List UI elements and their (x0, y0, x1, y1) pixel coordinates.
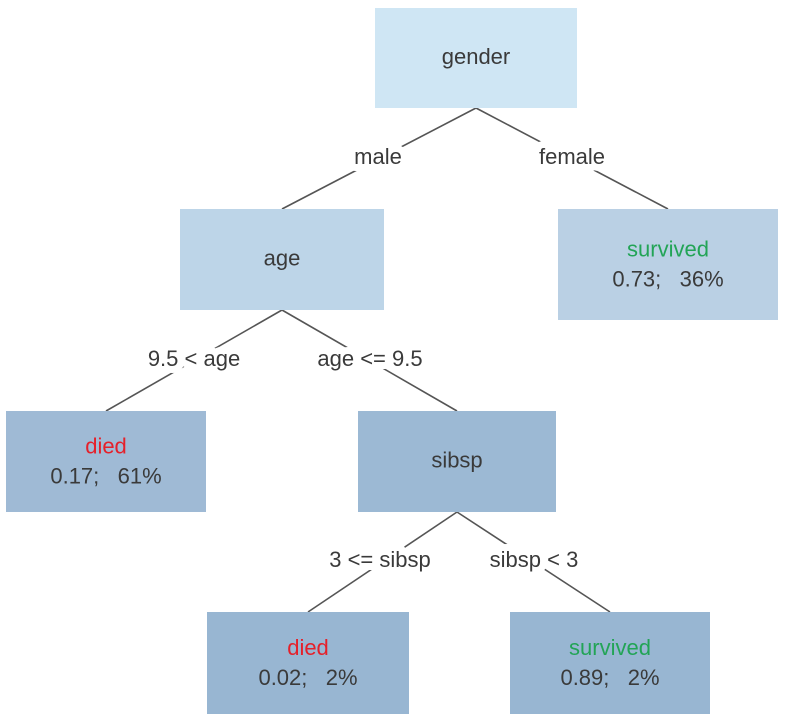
node: sibsp (358, 411, 556, 512)
node-stats: 0.02; 2% (258, 665, 357, 690)
node-stats: 0.89; 2% (560, 665, 659, 690)
node-box (558, 209, 778, 320)
edge (281, 107, 477, 210)
node-label: sibsp (431, 447, 482, 472)
edge-label: age <= 9.5 (317, 346, 422, 371)
node-label: age (264, 245, 301, 270)
node-outcome: died (287, 635, 329, 660)
node-box (6, 411, 206, 512)
node: died 0.02; 2% (207, 612, 409, 714)
node-box (375, 8, 577, 108)
node-box (510, 612, 710, 714)
edge-label: 3 <= sibsp (329, 547, 431, 572)
edge (307, 511, 458, 613)
node-box (207, 612, 409, 714)
node-box (180, 209, 384, 310)
edge-label: male (354, 144, 402, 169)
node-box (358, 411, 556, 512)
edge (105, 309, 283, 412)
node-outcome: survived (569, 635, 651, 660)
node: age (180, 209, 384, 310)
edge (475, 107, 669, 210)
node-stats: 0.17; 61% (50, 463, 161, 488)
edge (456, 511, 611, 613)
node-outcome: died (85, 433, 127, 458)
node-label: gender (442, 44, 511, 69)
edge-label: female (539, 144, 605, 169)
node-outcome: survived (627, 236, 709, 261)
edge (281, 309, 458, 412)
node-stats: 0.73; 36% (612, 266, 723, 291)
node: survived 0.73; 36% (558, 209, 778, 320)
edge-label: sibsp < 3 (490, 547, 579, 572)
node: gender (375, 8, 577, 108)
edge-label: 9.5 < age (148, 346, 240, 371)
node: survived 0.89; 2% (510, 612, 710, 714)
node: died 0.17; 61% (6, 411, 206, 512)
